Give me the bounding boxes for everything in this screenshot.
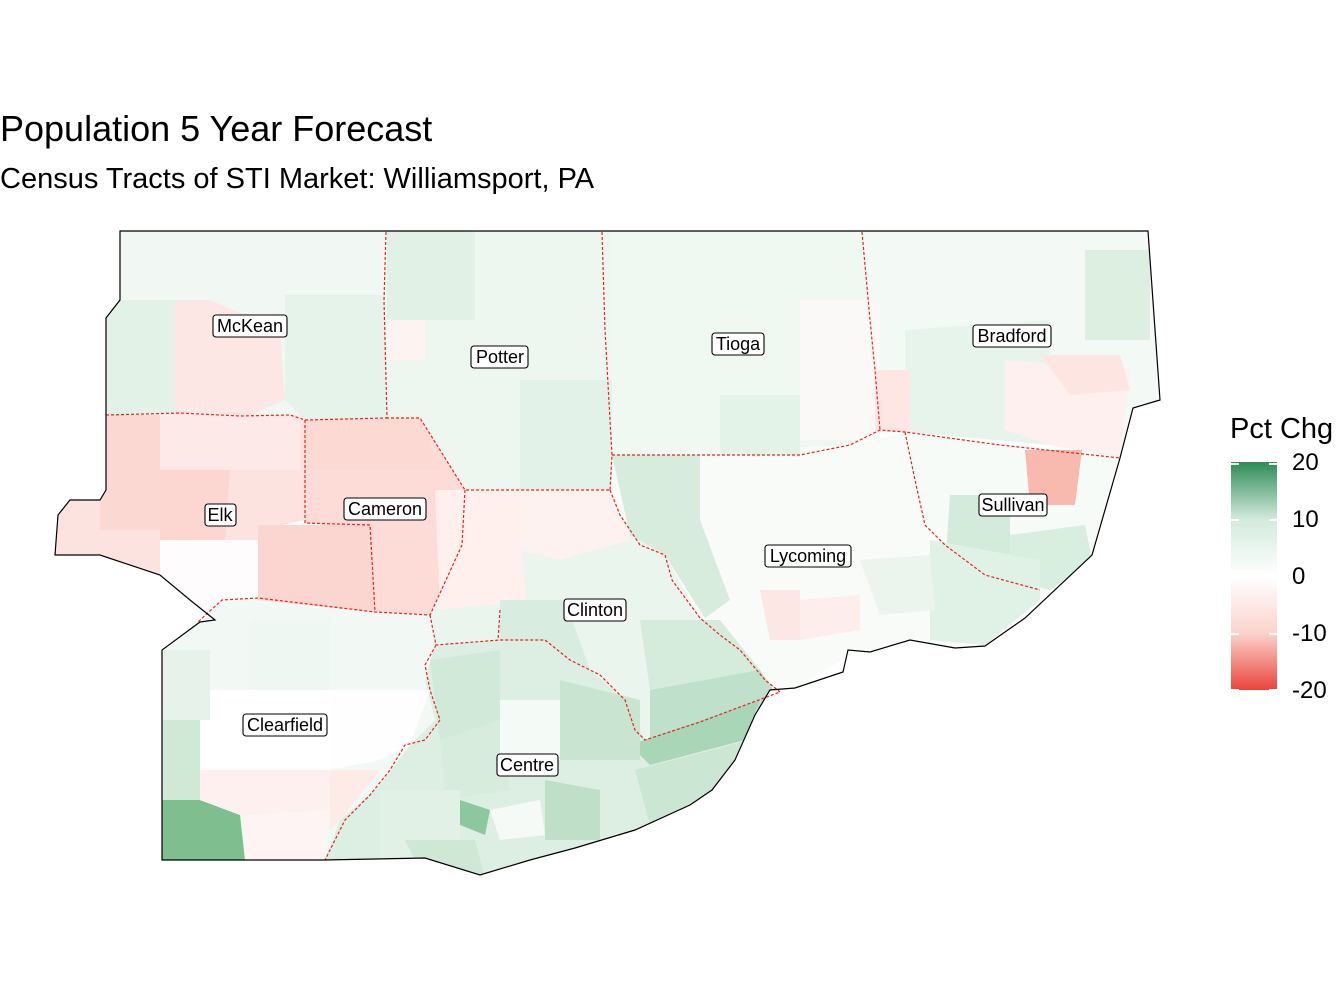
label-text-sullivan: Sullivan	[981, 495, 1044, 515]
label-mckean: McKean	[212, 314, 288, 338]
label-centre: Centre	[496, 753, 559, 777]
market-boundary	[54, 230, 1161, 876]
label-bradford: Bradford	[972, 324, 1052, 348]
legend-label-20: 20	[1292, 449, 1319, 476]
map-title: Population 5 Year Forecast	[0, 108, 433, 149]
label-text-clearfield: Clearfield	[247, 715, 323, 735]
tract-shading	[100, 231, 1150, 875]
legend-tick	[1231, 689, 1239, 691]
label-text-centre: Centre	[500, 755, 554, 775]
label-tioga: Tioga	[711, 332, 765, 356]
legend-tick	[1231, 576, 1239, 578]
legend-label-10: 10	[1292, 506, 1319, 533]
label-clinton: Clinton	[563, 598, 627, 622]
county-labels: McKean Potter Tioga Bradford Elk Cameron…	[204, 314, 1052, 777]
legend-label-minus-10: -10	[1292, 620, 1327, 647]
label-clearfield: Clearfield	[242, 713, 328, 737]
legend-tick	[1269, 463, 1277, 465]
label-text-lycoming: Lycoming	[770, 546, 846, 566]
legend-tick	[1269, 519, 1277, 521]
legend-label-0: 0	[1292, 563, 1306, 590]
legend-tick	[1231, 633, 1239, 635]
legend-label-minus-20: -20	[1292, 677, 1327, 704]
label-lycoming: Lycoming	[764, 544, 852, 568]
label-potter: Potter	[470, 345, 529, 369]
label-text-elk: Elk	[207, 505, 233, 525]
legend-title: Pct Chg	[1230, 413, 1334, 445]
label-text-cameron: Cameron	[348, 499, 422, 519]
label-sullivan: Sullivan	[978, 493, 1048, 517]
legend-tick	[1231, 463, 1239, 465]
county-borders	[105, 231, 1121, 861]
legend-tick	[1269, 633, 1277, 635]
label-text-tioga: Tioga	[716, 334, 761, 354]
label-text-potter: Potter	[476, 347, 524, 367]
label-elk: Elk	[204, 503, 237, 527]
legend-tick	[1269, 576, 1277, 578]
label-text-clinton: Clinton	[567, 600, 623, 620]
legend-tick	[1231, 519, 1239, 521]
label-text-mckean: McKean	[217, 316, 283, 336]
label-text-bradford: Bradford	[977, 326, 1046, 346]
legend-tick	[1269, 689, 1277, 691]
map-subtitle: Census Tracts of STI Market: Williamspor…	[0, 163, 595, 195]
label-cameron: Cameron	[343, 497, 427, 521]
